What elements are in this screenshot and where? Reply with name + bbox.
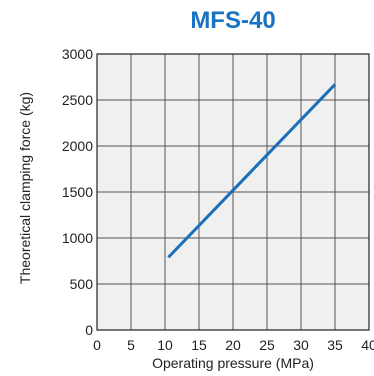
- y-tick-label: 0: [85, 322, 93, 338]
- series-layer: [167, 83, 337, 259]
- plot-frame: [96, 53, 370, 331]
- x-tick-label: 5: [127, 337, 135, 353]
- chart-title: MFS-40: [190, 7, 275, 34]
- x-tick-label: 35: [327, 337, 343, 353]
- x-tick-label: 20: [225, 337, 241, 353]
- series-line: [167, 83, 337, 259]
- y-tick-label: 3000: [62, 46, 93, 62]
- y-axis-ticks: 0 500 1000 1500 2000 2500 3000: [62, 46, 93, 338]
- x-tick-label: 30: [293, 337, 309, 353]
- x-tick-label: 10: [157, 337, 173, 353]
- y-tick-label: 2000: [62, 138, 93, 154]
- x-tick-label: 25: [259, 337, 275, 353]
- x-axis-label: Operating pressure (MPa): [152, 355, 314, 371]
- y-axis-label: Theoretical clamping force (kg): [17, 92, 33, 284]
- x-axis-ticks: 0 5 10 15 20 25 30 35 40: [93, 337, 374, 353]
- x-tick-label: 40: [361, 337, 374, 353]
- y-tick-label: 2500: [62, 92, 93, 108]
- x-tick-label: 0: [93, 337, 101, 353]
- x-tick-label: 15: [191, 337, 207, 353]
- y-tick-label: 1000: [62, 230, 93, 246]
- y-tick-label: 1500: [62, 184, 93, 200]
- y-tick-label: 500: [70, 276, 94, 292]
